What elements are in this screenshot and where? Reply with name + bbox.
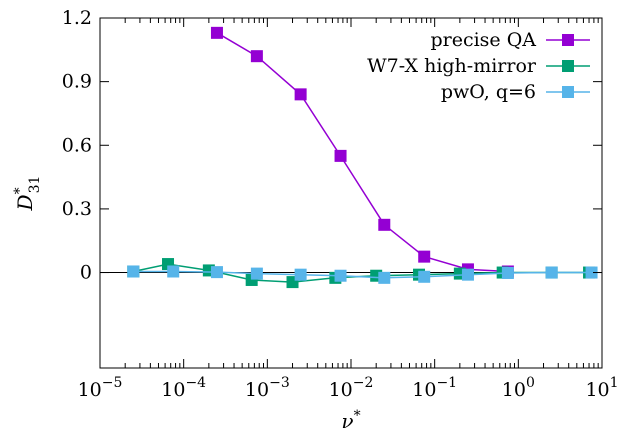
x-tick-label: 10−4 — [161, 375, 206, 401]
y-tick-label: 0.6 — [62, 134, 92, 156]
data-point — [167, 265, 180, 278]
data-point — [250, 267, 263, 280]
y-tick-label: 0.9 — [62, 71, 92, 93]
data-point — [501, 266, 514, 279]
data-point — [378, 218, 391, 231]
data-point — [250, 50, 263, 63]
legend-label: precise QA — [430, 29, 536, 51]
y-tick-label: 1.2 — [62, 7, 92, 29]
legend-marker — [562, 60, 574, 72]
x-tick-label: 100 — [502, 375, 535, 401]
y-tick-label: 0 — [80, 262, 92, 284]
y-axis-label: D*31 — [12, 176, 43, 212]
y-tick-label: 0.3 — [62, 198, 92, 220]
data-point — [378, 271, 391, 284]
x-tick-label: 10−1 — [412, 375, 457, 401]
x-axis-label: ν* — [341, 408, 360, 433]
data-point — [294, 268, 307, 281]
legend-marker — [562, 34, 574, 46]
data-point — [545, 266, 558, 279]
series-line-0 — [216, 32, 508, 273]
series-line-2 — [133, 270, 592, 279]
data-point — [210, 26, 223, 39]
data-point — [127, 265, 140, 278]
legend-marker — [562, 86, 574, 98]
data-point — [418, 270, 431, 283]
x-tick-label: 10−5 — [78, 375, 123, 401]
data-point — [461, 268, 474, 281]
data-point — [334, 149, 347, 162]
legend-label: W7-X high-mirror — [367, 55, 537, 77]
x-tick-label: 101 — [585, 375, 618, 401]
x-tick-label: 10−3 — [245, 375, 290, 401]
legend-label: pwO, q=6 — [441, 81, 536, 103]
data-point — [210, 266, 223, 279]
data-point — [585, 266, 598, 279]
data-point — [294, 88, 307, 101]
x-tick-label: 10−2 — [329, 375, 374, 401]
data-point — [334, 269, 347, 282]
data-point — [418, 250, 431, 263]
